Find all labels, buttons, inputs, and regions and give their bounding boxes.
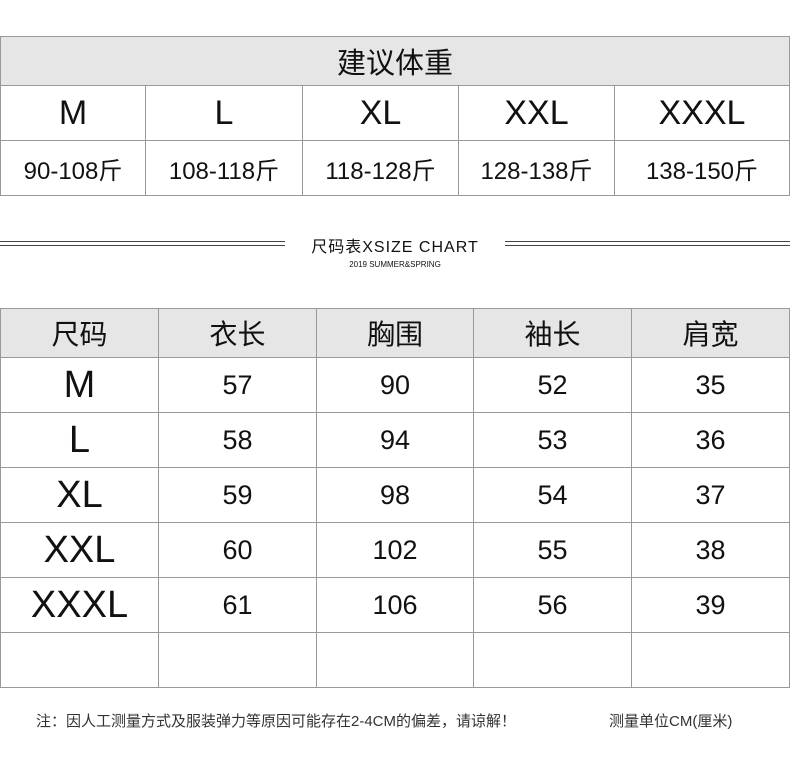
measurement-unit: 测量单位CM(厘米) [609, 713, 733, 730]
column-header: 尺码 [0, 308, 159, 358]
measurement-cell: 36 [631, 412, 790, 468]
measurement-cell [158, 632, 317, 688]
measurement-cell: 37 [631, 467, 790, 523]
weight-table-title: 建议体重 [0, 36, 790, 86]
size-cell: M [0, 85, 146, 141]
footer-note: 注：因人工测量方式及服装弹力等原因可能存在2-4CM的偏差，请谅解！ [36, 713, 517, 730]
size-cell: XL [0, 467, 159, 523]
measurement-cell: 35 [631, 357, 790, 413]
size-table: 尺码 衣长 胸围 袖长 肩宽 M 57 90 52 35 L 58 94 53 36 XL 59 98 54 37 X… [0, 308, 790, 688]
size-cell: XXXL [614, 85, 790, 141]
measurement-cell: 60 [158, 522, 317, 578]
size-cell: XL [302, 85, 459, 141]
size-chart-subtitle: 2019 SUMMER&SPRING [349, 260, 441, 269]
recommended-weight-table: 建议体重 M L XL XXL XXXL 90-108斤 108-118斤 11… [0, 36, 790, 196]
measurement-cell: 61 [158, 577, 317, 633]
measurement-cell: 57 [158, 357, 317, 413]
table-row [0, 632, 790, 688]
weight-cell: 108-118斤 [145, 140, 303, 196]
measurement-cell: 38 [631, 522, 790, 578]
divider-right [505, 241, 790, 246]
table-row: M 57 90 52 35 [0, 357, 790, 413]
measurement-cell: 39 [631, 577, 790, 633]
size-cell: L [145, 85, 303, 141]
measurement-cell: 102 [316, 522, 474, 578]
size-cell: M [0, 357, 159, 413]
size-cell: L [0, 412, 159, 468]
column-header: 胸围 [316, 308, 474, 358]
column-header: 衣长 [158, 308, 317, 358]
table-row: XXXL 61 106 56 39 [0, 577, 790, 633]
weight-cell: 138-150斤 [614, 140, 790, 196]
size-cell [0, 632, 159, 688]
measurement-cell [631, 632, 790, 688]
measurement-cell: 90 [316, 357, 474, 413]
table-row: XXL 60 102 55 38 [0, 522, 790, 578]
measurement-cell: 58 [158, 412, 317, 468]
size-cell: XXL [458, 85, 615, 141]
measurement-cell: 55 [473, 522, 632, 578]
measurement-cell: 52 [473, 357, 632, 413]
weight-cell: 118-128斤 [302, 140, 459, 196]
measurement-cell: 106 [316, 577, 474, 633]
measurement-cell: 53 [473, 412, 632, 468]
size-chart-title: 尺码表XSIZE CHART [311, 239, 479, 256]
size-cell: XXXL [0, 577, 159, 633]
measurement-cell [473, 632, 632, 688]
measurement-cell [316, 632, 474, 688]
table-row: XL 59 98 54 37 [0, 467, 790, 523]
column-header: 肩宽 [631, 308, 790, 358]
weight-cell: 90-108斤 [0, 140, 146, 196]
measurement-cell: 98 [316, 467, 474, 523]
measurement-cell: 59 [158, 467, 317, 523]
measurement-cell: 94 [316, 412, 474, 468]
divider-left [0, 241, 285, 246]
measurement-cell: 56 [473, 577, 632, 633]
measurement-cell: 54 [473, 467, 632, 523]
table-row: L 58 94 53 36 [0, 412, 790, 468]
column-header: 袖长 [473, 308, 632, 358]
size-cell: XXL [0, 522, 159, 578]
weight-cell: 128-138斤 [458, 140, 615, 196]
